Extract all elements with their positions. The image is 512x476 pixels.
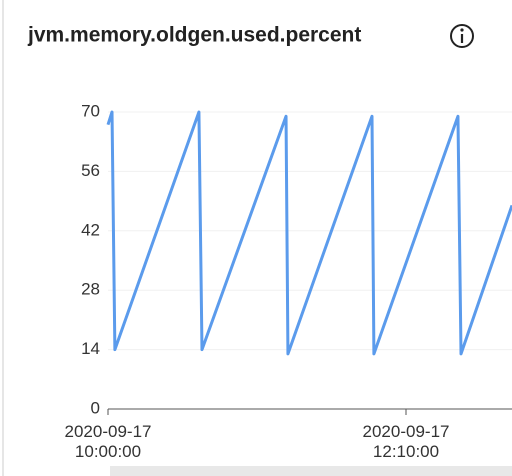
y-tick-label: 56	[81, 161, 100, 180]
x-tick-label: 2020-09-17 10:00:00	[65, 422, 152, 461]
x-tick-label: 2020-09-17 12:10:00	[363, 422, 450, 461]
y-tick-label: 70	[81, 101, 100, 120]
line-series	[106, 110, 512, 356]
range-slider[interactable]	[110, 466, 512, 476]
y-tick-label: 42	[81, 220, 100, 239]
y-tick-label: 28	[81, 280, 100, 299]
chart-title: jvm.memory.oldgen.used.percent	[27, 24, 361, 47]
y-tick-label: 0	[91, 398, 100, 417]
y-tick-label: 14	[81, 339, 100, 358]
info-icon[interactable]	[450, 24, 474, 48]
